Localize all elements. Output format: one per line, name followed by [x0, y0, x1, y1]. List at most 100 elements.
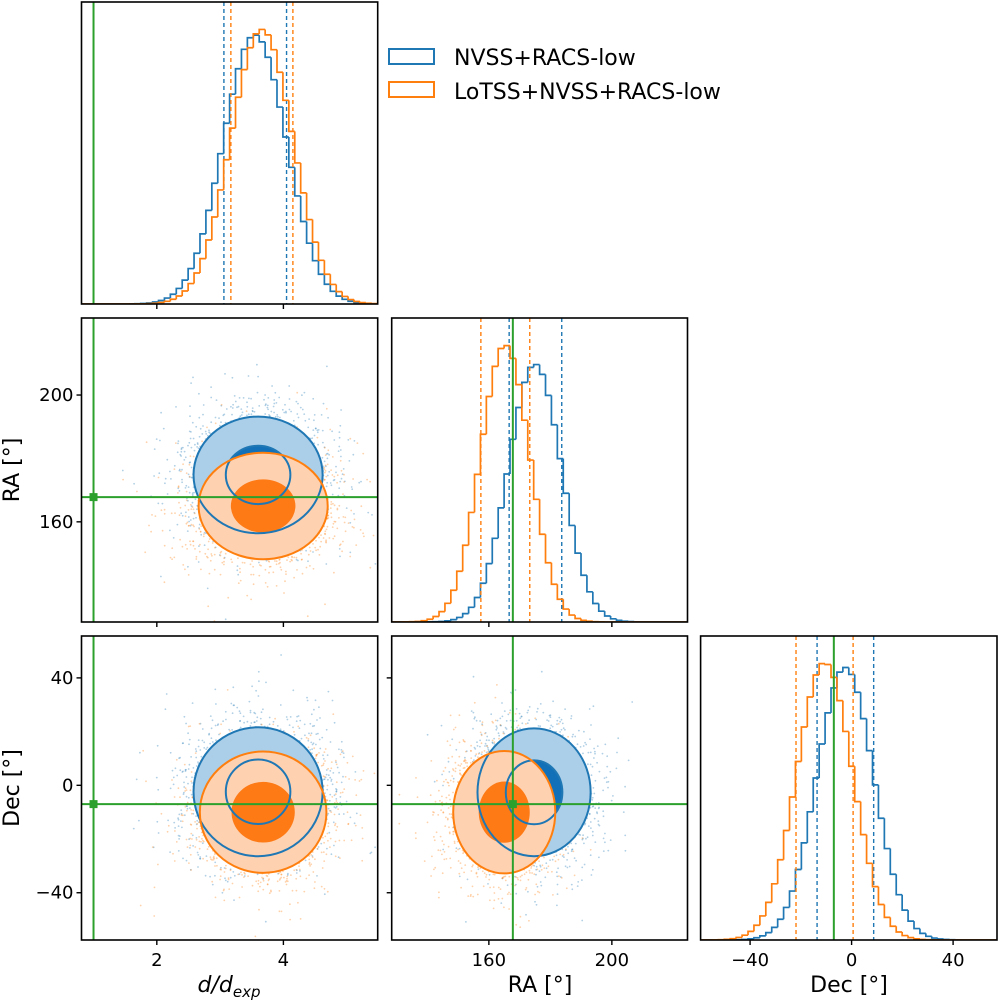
- scatter-point: [193, 491, 196, 494]
- scatter-point: [190, 505, 193, 507]
- scatter-point: [157, 476, 160, 479]
- scatter-point: [258, 574, 261, 577]
- scatter-point: [173, 556, 176, 559]
- histogram-bin: [776, 918, 784, 928]
- scatter-point: [223, 557, 226, 560]
- scatter-point: [265, 559, 268, 562]
- scatter-point: [378, 582, 380, 584]
- scatter-point: [148, 524, 150, 527]
- scatter-point: [270, 410, 273, 413]
- x-tick-label: 0: [846, 950, 857, 971]
- scatter-point: [274, 391, 277, 394]
- scatter-point: [278, 396, 281, 399]
- scatter-point: [355, 544, 358, 546]
- scatter-point: [349, 521, 352, 524]
- histogram-bin: [240, 68, 248, 98]
- plot-area: [81, 2, 378, 304]
- scatter-point: [275, 560, 278, 563]
- scatter-point: [363, 535, 365, 538]
- histogram-bin: [526, 420, 534, 461]
- scatter-point: [210, 396, 213, 399]
- scatter-point: [177, 492, 179, 494]
- scatter-point: [192, 517, 195, 520]
- scatter-point: [326, 481, 329, 484]
- scatter-point: [335, 465, 337, 468]
- scatter-point: [248, 397, 250, 400]
- scatter-point: [295, 400, 298, 403]
- scatter-point: [237, 557, 239, 560]
- scatter-point: [200, 533, 203, 536]
- histogram-bin: [538, 364, 546, 376]
- histogram-bin: [193, 272, 200, 284]
- scatter-point: [312, 551, 314, 553]
- scatter-point: [190, 466, 193, 469]
- scatter-point: [344, 516, 347, 519]
- histogram-bin: [216, 152, 224, 184]
- histogram-bin: [270, 34, 277, 51]
- scatter-point: [288, 398, 291, 400]
- scatter-point: [323, 478, 326, 481]
- scatter-point: [232, 403, 235, 406]
- scatter-point: [331, 526, 334, 528]
- scatter-point: [386, 484, 388, 486]
- scatter-point: [336, 527, 339, 530]
- histogram-bin: [925, 933, 932, 938]
- histogram-bin: [157, 301, 165, 304]
- scatter-point: [340, 469, 343, 472]
- histogram-bin: [919, 928, 926, 935]
- histogram-bin: [181, 290, 189, 297]
- histogram-bin: [329, 284, 337, 293]
- scatter-point: [325, 453, 328, 455]
- histogram-bin: [311, 243, 319, 262]
- scatter-point: [330, 503, 333, 506]
- scatter-point: [320, 414, 323, 416]
- histogram-bin: [199, 257, 206, 273]
- scatter-point: [206, 555, 208, 558]
- histogram-bin: [603, 611, 611, 617]
- histogram-bin: [776, 858, 784, 884]
- histogram-bin: [455, 616, 463, 620]
- scatter-point: [159, 439, 161, 442]
- scatter-point: [353, 526, 355, 529]
- scatter-point: [324, 532, 326, 535]
- scatter-point: [179, 453, 182, 456]
- scatter-point: [214, 422, 217, 425]
- scatter-point: [329, 428, 332, 431]
- scatter-point: [193, 525, 195, 528]
- scatter-point: [215, 399, 218, 401]
- scatter-point: [187, 565, 189, 568]
- scatter-point: [353, 518, 356, 521]
- scatter-point: [157, 502, 160, 505]
- scatter-point: [189, 503, 192, 506]
- scatter-point: [207, 605, 210, 608]
- scatter-point: [192, 455, 195, 458]
- scatter-point: [330, 484, 333, 487]
- scatter-point: [190, 431, 192, 433]
- scatter-point: [214, 546, 217, 549]
- scatter-point: [163, 544, 166, 547]
- scatter-point: [153, 475, 156, 477]
- scatter-point: [214, 416, 217, 419]
- histogram-bin: [753, 924, 760, 932]
- scatter-point: [339, 543, 342, 546]
- scatter-point: [239, 415, 242, 418]
- scatter-point: [348, 460, 351, 462]
- histogram-bin: [473, 596, 481, 608]
- scatter-point: [196, 446, 199, 448]
- scatter-point: [283, 411, 286, 414]
- histogram-bin: [335, 284, 343, 293]
- scatter-point: [312, 543, 314, 545]
- scatter-point: [326, 457, 329, 460]
- scatter-point: [313, 414, 316, 416]
- histogram-bin: [764, 901, 772, 916]
- scatter-point: [210, 421, 213, 424]
- histogram-bin: [913, 921, 920, 930]
- histogram-bin: [788, 890, 796, 908]
- histogram-bin: [847, 667, 855, 676]
- scatter-point: [317, 429, 320, 431]
- scatter-point: [166, 458, 169, 461]
- scatter-point: [251, 409, 254, 412]
- scatter-point: [340, 477, 343, 480]
- scatter-point: [192, 437, 195, 440]
- scatter-point: [322, 441, 324, 444]
